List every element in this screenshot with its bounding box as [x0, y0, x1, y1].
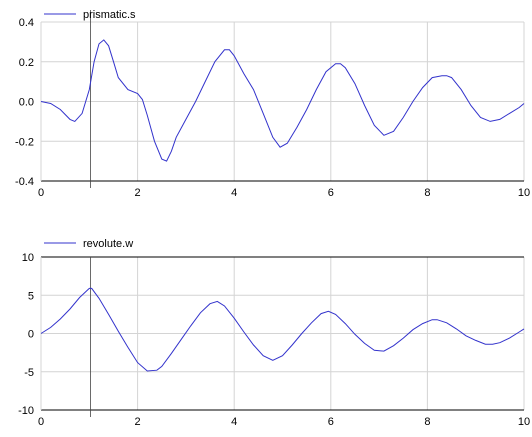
y-tick-label: -5 — [24, 367, 34, 379]
legend: revolute.w — [44, 238, 133, 250]
x-tick-label: 4 — [231, 187, 237, 199]
x-tick-label: 6 — [328, 416, 334, 428]
legend-label: prismatic.s — [83, 9, 136, 21]
x-tick-label: 10 — [518, 187, 530, 199]
y-tick-label: 0 — [28, 329, 34, 341]
tick-labels: 0 2 4 6 8 10 10 5 0 -5 -10 — [18, 252, 530, 428]
y-tick-label: 0.2 — [19, 57, 34, 69]
y-tick-label: 5 — [28, 290, 34, 302]
legend: prismatic.s — [44, 9, 136, 21]
x-tick-label: 4 — [231, 416, 237, 428]
x-tick-label: 8 — [424, 416, 430, 428]
y-tick-label: -0.2 — [15, 136, 34, 148]
x-tick-label: 2 — [135, 416, 141, 428]
x-tick-label: 0 — [38, 187, 44, 199]
grid — [41, 21, 525, 182]
prismatic-s-chart: 0 2 4 6 8 10 0.4 0.2 0.0 -0.2 -0.4 prismatic.s — [15, 9, 530, 199]
tick-labels: 0 2 4 6 8 10 0.4 0.2 0.0 -0.2 -0.4 — [15, 17, 530, 199]
y-tick-label: 10 — [22, 252, 34, 264]
grid — [41, 256, 525, 411]
x-tick-label: 8 — [424, 187, 430, 199]
series-line-revolute-w — [40, 287, 525, 372]
legend-label: revolute.w — [83, 238, 133, 250]
x-tick-label: 2 — [135, 187, 141, 199]
y-tick-label: -0.4 — [15, 176, 34, 188]
x-tick-label: 6 — [328, 187, 334, 199]
revolute-w-chart: 0 2 4 6 8 10 10 5 0 -5 -10 revolute.w — [18, 238, 530, 428]
y-tick-label: 0.0 — [19, 97, 34, 109]
y-tick-label: -10 — [18, 405, 34, 417]
series-line-prismatic-s — [40, 39, 525, 162]
x-tick-label: 0 — [38, 416, 44, 428]
x-tick-label: 10 — [518, 416, 530, 428]
y-tick-label: 0.4 — [19, 17, 34, 29]
